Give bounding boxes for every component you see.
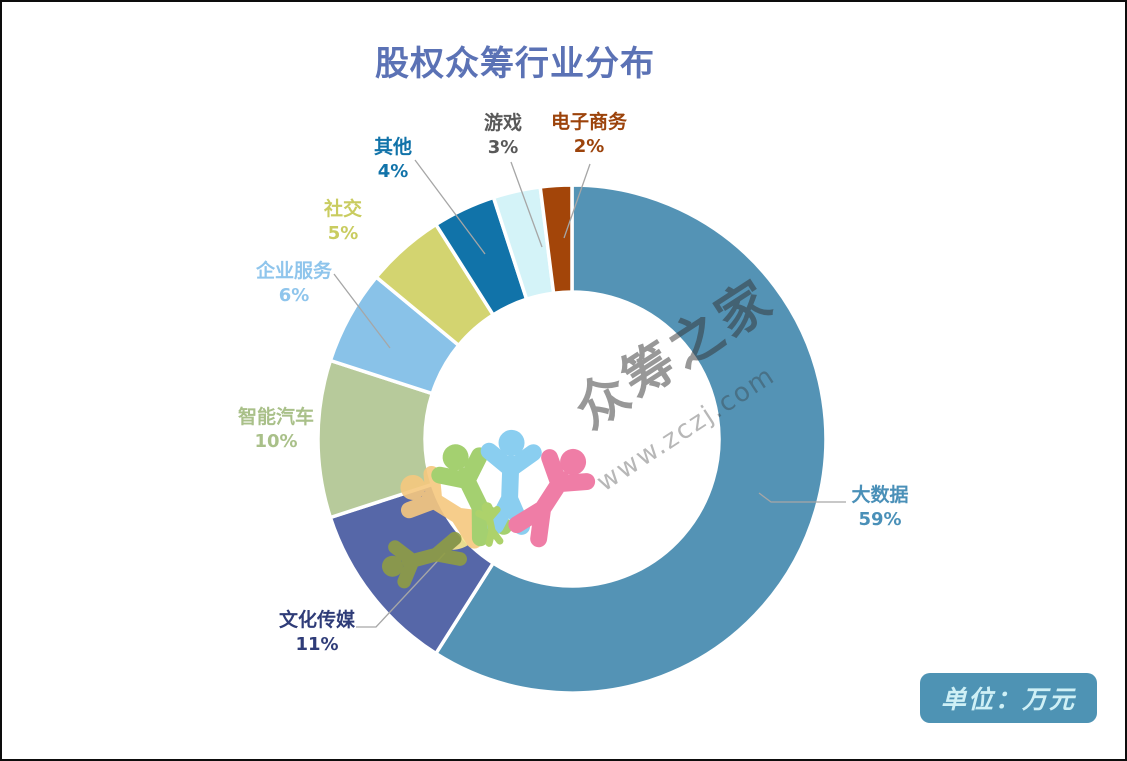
pie-slice-7 (538, 183, 574, 295)
leader-line-5 (414, 159, 486, 255)
leader-line-3 (333, 273, 391, 349)
watermark-logo (382, 429, 596, 589)
logo-person-small-green (475, 502, 504, 547)
chart-title: 股权众筹行业分布 (375, 44, 655, 84)
leader-line-1 (356, 552, 446, 628)
leader-lines (333, 159, 846, 628)
unit-badge: 单位：万元 (919, 673, 1097, 723)
logo-person-orange (400, 465, 496, 549)
pie-slices (316, 183, 828, 695)
logo-person-blue (480, 429, 542, 535)
logo-person-pink (508, 448, 596, 548)
leader-line-0 (758, 492, 846, 503)
leader-line-6 (510, 161, 543, 248)
pie-slice-0 (434, 183, 828, 695)
logo-person-green (431, 444, 513, 547)
leader-line-7 (563, 163, 591, 239)
logo-person-olive (382, 531, 467, 589)
